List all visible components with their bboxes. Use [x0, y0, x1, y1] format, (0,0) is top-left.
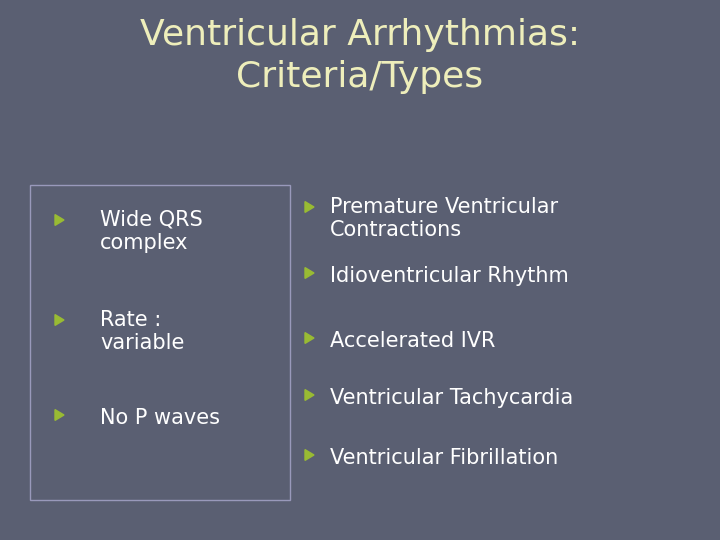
Text: Accelerated IVR: Accelerated IVR — [330, 331, 495, 351]
Polygon shape — [305, 333, 314, 343]
Polygon shape — [55, 315, 64, 326]
Polygon shape — [55, 410, 64, 421]
Text: Rate :
variable: Rate : variable — [100, 310, 184, 353]
Polygon shape — [305, 201, 314, 212]
Text: Ventricular Fibrillation: Ventricular Fibrillation — [330, 448, 558, 468]
Text: Ventricular Arrhythmias:
Criteria/Types: Ventricular Arrhythmias: Criteria/Types — [140, 18, 580, 94]
Text: Premature Ventricular
Contractions: Premature Ventricular Contractions — [330, 197, 558, 240]
Text: Idioventricular Rhythm: Idioventricular Rhythm — [330, 266, 569, 286]
Text: No P waves: No P waves — [100, 408, 220, 428]
Polygon shape — [305, 389, 314, 400]
Text: Wide QRS
complex: Wide QRS complex — [100, 210, 203, 253]
Polygon shape — [55, 214, 64, 225]
Text: Ventricular Tachycardia: Ventricular Tachycardia — [330, 388, 573, 408]
Polygon shape — [305, 268, 314, 279]
Polygon shape — [305, 450, 314, 461]
